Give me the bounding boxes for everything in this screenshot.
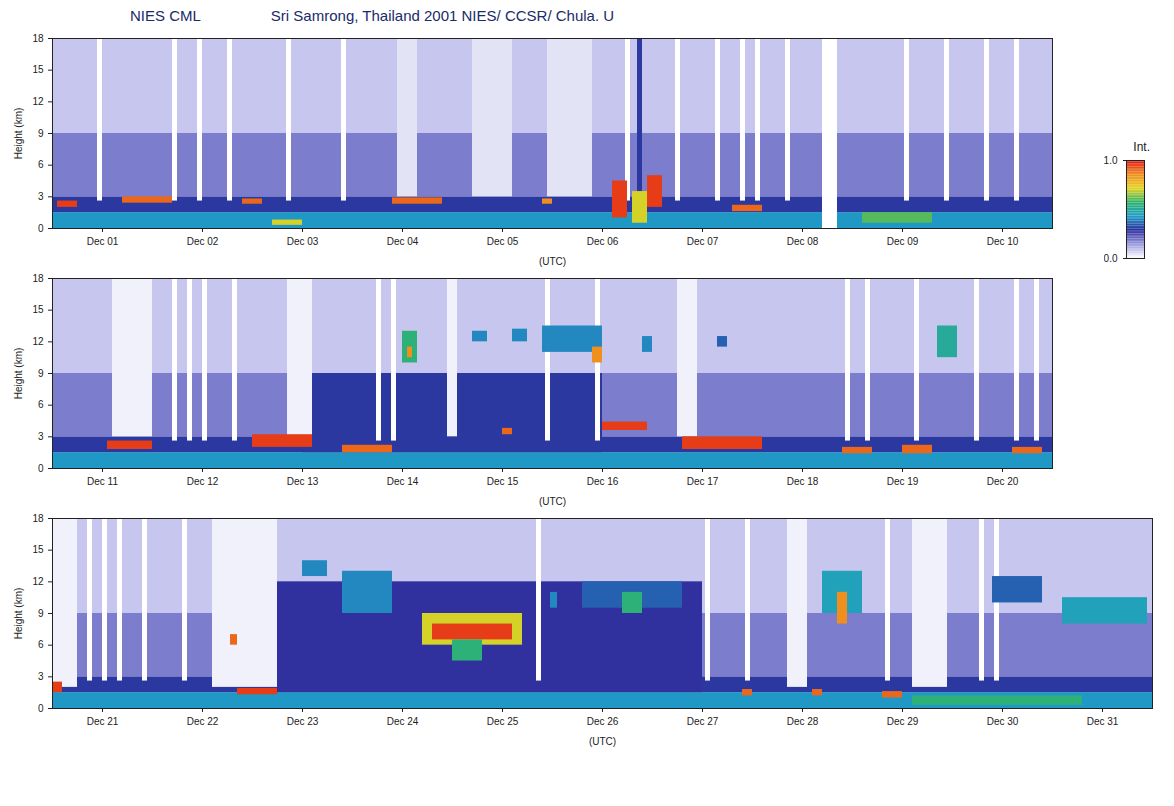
svg-text:(UTC): (UTC) xyxy=(539,256,566,267)
svg-text:Dec 27: Dec 27 xyxy=(687,716,719,727)
svg-text:Dec 28: Dec 28 xyxy=(787,716,819,727)
svg-text:3: 3 xyxy=(38,671,44,682)
svg-text:15: 15 xyxy=(32,544,44,555)
svg-text:15: 15 xyxy=(32,64,44,75)
svg-text:Height (km): Height (km) xyxy=(13,348,24,400)
svg-text:3: 3 xyxy=(38,431,44,442)
svg-text:Dec 23: Dec 23 xyxy=(287,716,319,727)
svg-text:Dec 05: Dec 05 xyxy=(487,236,519,247)
svg-text:Dec 08: Dec 08 xyxy=(787,236,819,247)
svg-text:6: 6 xyxy=(38,639,44,650)
svg-text:0: 0 xyxy=(38,223,44,234)
svg-text:18: 18 xyxy=(32,33,44,44)
svg-text:Dec 31: Dec 31 xyxy=(1087,716,1119,727)
svg-text:Dec 02: Dec 02 xyxy=(187,236,219,247)
svg-text:Height (km): Height (km) xyxy=(13,588,24,640)
svg-text:3: 3 xyxy=(38,191,44,202)
svg-text:Dec 16: Dec 16 xyxy=(587,476,619,487)
svg-text:Dec 15: Dec 15 xyxy=(487,476,519,487)
svg-text:18: 18 xyxy=(32,273,44,284)
html-text:Sri Samrong, Thailand 2001 NIE: Sri Samrong, Thailand 2001 NIES/ CCSR/ C… xyxy=(270,6,615,24)
svg-text:Dec 29: Dec 29 xyxy=(887,716,919,727)
svg-text:Dec 25: Dec 25 xyxy=(487,716,519,727)
svg-text:Height (km): Height (km) xyxy=(13,108,24,160)
svg-text:9: 9 xyxy=(38,128,44,139)
svg-text:6: 6 xyxy=(38,399,44,410)
svg-text:Dec 11: Dec 11 xyxy=(87,476,118,487)
svg-text:6: 6 xyxy=(38,159,44,170)
svg-text:15: 15 xyxy=(32,304,44,315)
svg-text:Dec 07: Dec 07 xyxy=(687,236,719,247)
svg-text:Dec 06: Dec 06 xyxy=(587,236,619,247)
svg-text:Dec 04: Dec 04 xyxy=(387,236,419,247)
html-text:Int.: Int. xyxy=(1133,140,1150,154)
svg-text:Dec 19: Dec 19 xyxy=(887,476,919,487)
svg-text:Dec 21: Dec 21 xyxy=(87,716,119,727)
svg-text:12: 12 xyxy=(32,576,44,587)
svg-text:Dec 12: Dec 12 xyxy=(187,476,219,487)
svg-text:Dec 01: Dec 01 xyxy=(87,236,119,247)
svg-text:Dec 09: Dec 09 xyxy=(887,236,919,247)
svg-text:9: 9 xyxy=(38,368,44,379)
svg-text:0.0: 0.0 xyxy=(1104,253,1118,264)
svg-text:Dec 18: Dec 18 xyxy=(787,476,819,487)
svg-text:0: 0 xyxy=(38,703,44,714)
svg-text:12: 12 xyxy=(32,96,44,107)
svg-text:Dec 20: Dec 20 xyxy=(987,476,1019,487)
svg-text:Dec 22: Dec 22 xyxy=(187,716,219,727)
svg-text:0: 0 xyxy=(38,463,44,474)
svg-text:1.0: 1.0 xyxy=(1104,155,1118,166)
svg-text:Dec 03: Dec 03 xyxy=(287,236,319,247)
svg-text:12: 12 xyxy=(32,336,44,347)
svg-text:Dec 13: Dec 13 xyxy=(287,476,319,487)
html-text:NIES CML: NIES CML xyxy=(130,6,201,24)
svg-text:9: 9 xyxy=(38,608,44,619)
svg-text:(UTC): (UTC) xyxy=(589,736,616,747)
svg-text:Dec 30: Dec 30 xyxy=(987,716,1019,727)
svg-text:Dec 24: Dec 24 xyxy=(387,716,419,727)
svg-text:(UTC): (UTC) xyxy=(539,496,566,507)
svg-text:Dec 17: Dec 17 xyxy=(687,476,719,487)
svg-text:18: 18 xyxy=(32,513,44,524)
svg-text:Dec 10: Dec 10 xyxy=(987,236,1019,247)
svg-text:Dec 26: Dec 26 xyxy=(587,716,619,727)
svg-text:Dec 14: Dec 14 xyxy=(387,476,419,487)
